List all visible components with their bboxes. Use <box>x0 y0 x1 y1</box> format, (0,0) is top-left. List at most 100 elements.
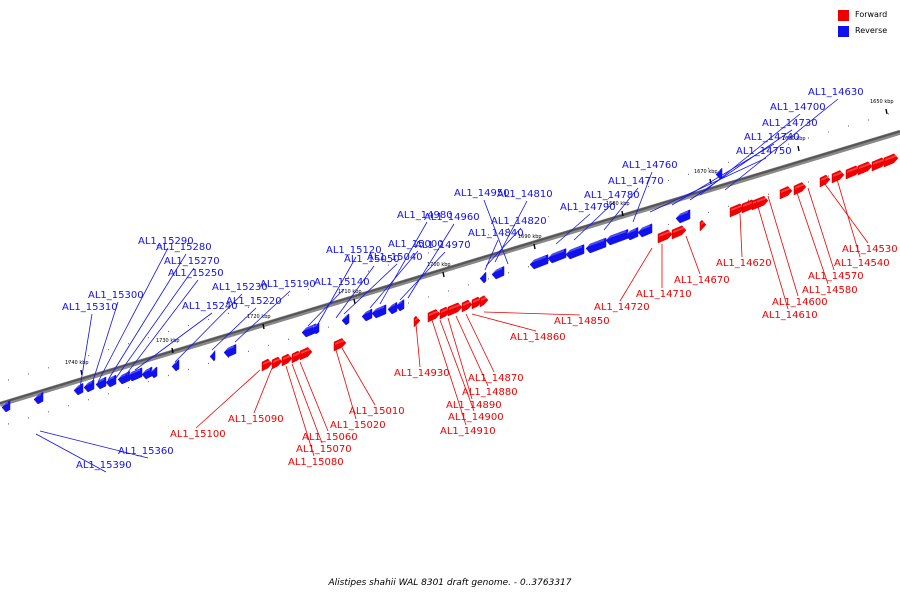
forward-leader <box>299 361 329 432</box>
forward-gene-label: AL1_14860 <box>510 332 566 343</box>
reverse-leader <box>35 433 107 473</box>
reverse-leader <box>632 171 653 223</box>
reverse-gene-block-shine <box>389 303 395 308</box>
forward-gene-block-shine <box>301 348 310 354</box>
reverse-gene-block-shine <box>363 309 370 315</box>
scale-tick <box>262 323 265 330</box>
forward-leader <box>821 179 869 244</box>
forward-leader <box>455 315 489 387</box>
reverse-leader <box>211 307 257 351</box>
forward-gene-label: AL1_14930 <box>394 368 450 379</box>
forward-gene-label: AL1_15070 <box>296 444 352 455</box>
forward-gene-label: AL1_14900 <box>448 412 504 423</box>
reverse-gene-block <box>625 226 639 241</box>
forward-gene-block-shine <box>263 359 270 365</box>
forward-leader <box>253 367 273 414</box>
reverse-gene-block <box>361 308 373 322</box>
legend-forward: Forward <box>838 9 898 23</box>
reverse-gene-block <box>117 370 131 385</box>
reverse-leader <box>79 313 93 389</box>
reverse-leader <box>649 157 767 213</box>
forward-swatch <box>838 10 849 21</box>
reverse-gene-label: AL1_15140 <box>314 277 370 288</box>
forward-gene-block-shine <box>859 162 870 169</box>
reverse-leader <box>379 221 428 305</box>
forward-gene-block <box>831 170 845 184</box>
reverse-swatch <box>838 26 849 37</box>
reverse-gene-block-shine <box>85 380 92 386</box>
reverse-leader <box>484 239 499 271</box>
legend-forward-label: Forward <box>855 10 888 19</box>
forward-gene-block-shine <box>415 317 418 321</box>
reverse-gene-label: AL1_15240 <box>182 301 238 312</box>
reverse-gene-label: AL1_14810 <box>497 189 553 200</box>
forward-gene-block-shine <box>429 310 438 316</box>
reverse-gene-label: AL1_15360 <box>118 446 174 457</box>
reverse-leader <box>483 199 509 265</box>
reverse-leader <box>671 143 775 206</box>
scale-label: 1720 kbp <box>247 314 271 320</box>
reverse-gene-block-shine <box>397 300 402 305</box>
reverse-gene-label: AL1_14740 <box>744 132 800 143</box>
reverse-gene-label: AL1_15270 <box>164 256 220 267</box>
legend-reverse-label: Reverse <box>855 26 888 35</box>
forward-leader <box>471 313 537 332</box>
forward-gene-block-shine <box>659 230 670 237</box>
reverse-leader <box>97 247 169 383</box>
reverse-gene-block-shine <box>3 401 8 406</box>
reverse-gene-label: AL1_14980 <box>397 210 453 221</box>
reverse-leader <box>124 279 199 377</box>
forward-gene-block-shine <box>781 187 790 193</box>
forward-gene-block-shine <box>473 297 480 303</box>
reverse-gene-block <box>547 248 567 264</box>
forward-gene-label: AL1_14610 <box>762 310 818 321</box>
forward-gene-block <box>299 347 313 361</box>
forward-gene-block <box>461 299 473 313</box>
forward-gene-block-shine <box>283 354 290 360</box>
reverse-gene-block-shine <box>151 367 155 372</box>
forward-gene-block <box>883 153 899 168</box>
forward-leader <box>285 365 315 457</box>
reverse-gene-block <box>73 382 84 396</box>
reverse-leader <box>485 227 522 267</box>
reverse-gene-label: AL1_15310 <box>62 302 118 313</box>
legend: Forward Reverse <box>838 9 898 41</box>
reverse-gene-label: AL1_15190 <box>260 279 316 290</box>
reverse-gene-block-shine <box>567 245 582 253</box>
scale-label: 1690 kbp <box>518 234 542 240</box>
reverse-gene-block-shine <box>173 360 177 365</box>
forward-gene-block-shine <box>821 175 828 181</box>
reverse-gene-block <box>395 299 405 312</box>
forward-gene-block <box>271 356 283 370</box>
forward-leader <box>835 175 861 258</box>
reverse-gene-block <box>605 228 629 246</box>
scale-label: 1680 kbp <box>606 201 630 207</box>
forward-gene-block-shine <box>335 339 344 345</box>
forward-gene-label: AL1_14890 <box>446 400 502 411</box>
reverse-leader <box>555 213 591 245</box>
reverse-gene-label: AL1_14970 <box>415 240 471 251</box>
scale-label: 1700 kbp <box>427 262 451 268</box>
scale-tick <box>171 347 174 354</box>
forward-gene-label: AL1_14710 <box>636 289 692 300</box>
forward-gene-block-shine <box>481 296 486 301</box>
forward-gene-block <box>447 302 463 317</box>
reverse-gene-label: AL1_14760 <box>622 160 678 171</box>
reverse-gene-block-shine <box>373 305 384 312</box>
forward-gene-block-shine <box>463 300 470 306</box>
forward-gene-block <box>261 358 273 372</box>
scale-tick <box>797 145 800 152</box>
reverse-gene-block <box>675 209 691 224</box>
forward-leader <box>439 319 475 412</box>
reverse-gene-block-shine <box>549 249 564 257</box>
forward-leader <box>755 199 789 310</box>
reverse-gene-block-shine <box>211 351 213 355</box>
reverse-gene-block-shine <box>677 210 688 217</box>
reverse-gene-block <box>637 223 653 238</box>
scale-label: 1670 kbp <box>694 169 718 175</box>
reverse-gene-block-shine <box>97 377 104 383</box>
reverse-gene-label: AL1_14630 <box>808 87 864 98</box>
forward-gene-block-shine <box>873 158 884 165</box>
forward-leader <box>807 187 835 271</box>
